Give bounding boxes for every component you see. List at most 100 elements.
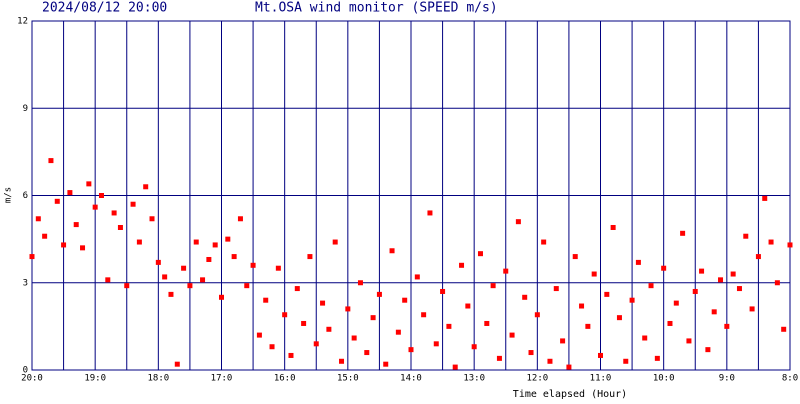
point: [471, 344, 477, 350]
point: [105, 277, 111, 283]
point: [579, 303, 585, 309]
point: [484, 320, 490, 326]
point: [421, 312, 427, 318]
y-tick-label: 6: [23, 191, 28, 201]
point: [395, 329, 401, 335]
point: [351, 335, 357, 341]
point: [440, 288, 446, 294]
point: [250, 262, 256, 268]
chart-subtitle: 2024/08/12 20:00: [42, 1, 167, 16]
point: [162, 274, 168, 280]
point: [705, 347, 711, 353]
point: [629, 297, 635, 303]
chart-title: Mt.OSA wind monitor (SPEED m/s): [255, 1, 498, 16]
point: [591, 271, 597, 277]
point: [604, 291, 610, 297]
point: [541, 239, 547, 245]
point: [275, 265, 281, 271]
point: [509, 332, 515, 338]
point: [654, 355, 660, 361]
point: [111, 210, 117, 216]
point: [256, 332, 262, 338]
point: [288, 352, 294, 358]
y-tick-label: 3: [23, 278, 28, 288]
point: [212, 242, 218, 248]
point: [623, 358, 629, 364]
point: [534, 312, 540, 318]
point: [263, 297, 269, 303]
x-axis-label: Time elapsed (Hour): [513, 389, 627, 400]
x-tick-label: 10:0: [653, 374, 675, 384]
point: [48, 158, 54, 164]
point: [193, 239, 199, 245]
y-tick-label: 12: [17, 17, 28, 27]
point: [370, 315, 376, 321]
point: [313, 341, 319, 347]
point: [560, 338, 566, 344]
y-tick-label: 9: [23, 104, 28, 114]
point: [339, 358, 345, 364]
point: [237, 216, 243, 222]
point: [35, 216, 41, 222]
point: [667, 320, 673, 326]
point: [345, 306, 351, 312]
point: [730, 271, 736, 277]
point: [610, 224, 616, 230]
point: [749, 306, 755, 312]
point: [781, 326, 787, 332]
x-tick-label: 19:0: [84, 374, 106, 384]
point: [376, 291, 382, 297]
point: [787, 242, 793, 248]
point: [477, 251, 483, 257]
point: [724, 323, 730, 329]
x-tick-label: 18:0: [147, 374, 169, 384]
point: [389, 248, 395, 254]
point: [67, 190, 73, 196]
point: [635, 259, 641, 265]
point: [149, 216, 155, 222]
point: [711, 309, 717, 315]
point: [383, 361, 389, 367]
point: [307, 254, 313, 260]
x-tick-label: 16:0: [274, 374, 296, 384]
point: [117, 224, 123, 230]
point: [680, 230, 686, 236]
point: [200, 277, 206, 283]
point: [503, 268, 509, 274]
point: [402, 297, 408, 303]
point: [130, 201, 136, 207]
y-axis-label: m/s: [4, 187, 14, 203]
point: [136, 239, 142, 245]
x-tick-label: 15:0: [337, 374, 359, 384]
point: [168, 291, 174, 297]
x-tick-label: 14:0: [400, 374, 422, 384]
point: [155, 259, 161, 265]
point: [61, 242, 67, 248]
point: [301, 320, 307, 326]
point: [686, 338, 692, 344]
point: [446, 323, 452, 329]
point: [452, 364, 458, 370]
point: [699, 268, 705, 274]
point: [528, 350, 534, 356]
point: [427, 210, 433, 216]
point: [73, 222, 79, 228]
point: [326, 326, 332, 332]
point: [86, 181, 92, 187]
point: [269, 344, 275, 350]
point: [282, 312, 288, 318]
point: [332, 239, 338, 245]
point: [414, 274, 420, 280]
x-tick-label: 9:0: [719, 374, 735, 384]
point: [642, 335, 648, 341]
point: [181, 265, 187, 271]
x-tick-label: 12:0: [526, 374, 548, 384]
point: [244, 283, 250, 289]
point: [54, 198, 60, 204]
point: [736, 286, 742, 292]
point: [774, 280, 780, 286]
point: [124, 283, 130, 289]
y-tick-label: 0: [23, 366, 28, 376]
point: [143, 184, 149, 190]
